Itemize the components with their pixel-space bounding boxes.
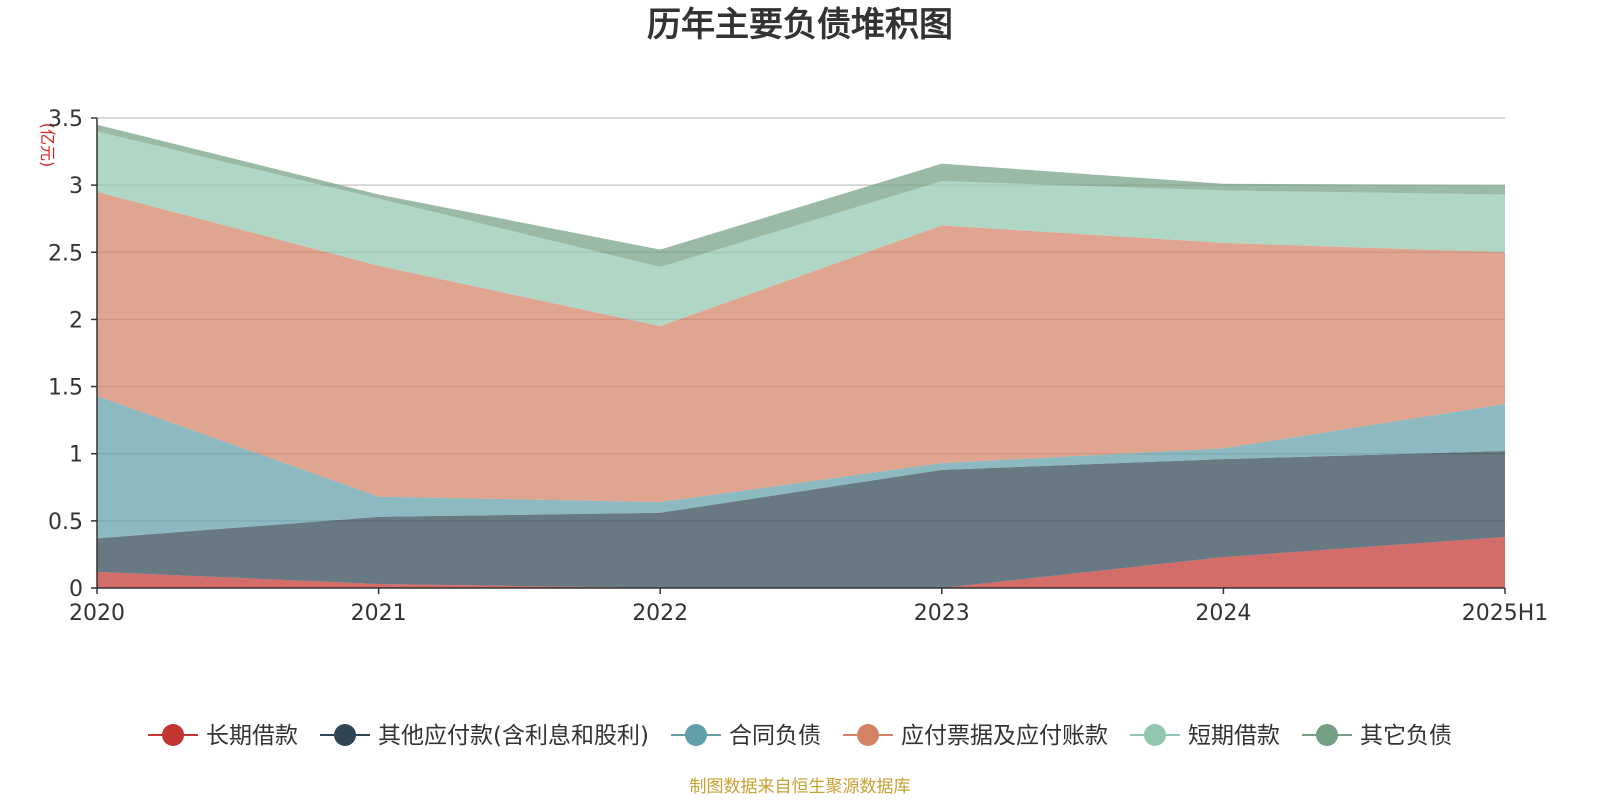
y-tick-label-3: 1.5 [48, 376, 83, 401]
area-series-2 [97, 451, 1505, 588]
y-tick-label-1: 0.5 [48, 510, 83, 535]
area-series-1 [97, 536, 1505, 588]
y-tick-label-0: 0 [69, 577, 83, 602]
x-tick-label-5: 2025H1 [1462, 601, 1549, 626]
legend-circle-icon [1143, 724, 1166, 746]
axes: 0 0.5 1 1.5 2 2.5 3 3.5 2020 2021 2022 2023 2024 2025… [48, 107, 1548, 626]
legend-label: 长期借款 [206, 723, 298, 749]
legend[interactable]: 长期借款 其他应付款(含利息和股利) 合同负债 应付票据及应付账款 短期借款 其它负债 [148, 723, 1452, 749]
legend-circle-icon [162, 724, 185, 746]
area-series-5 [97, 131, 1505, 327]
x-tick-label-3: 2023 [914, 601, 970, 626]
area-series-6 [97, 124, 1505, 268]
area-series-3 [97, 395, 1505, 539]
y-tick-label-4: 2 [69, 308, 83, 333]
legend-item-5[interactable]: 短期借款 [1129, 723, 1280, 749]
area-series-4 [97, 191, 1505, 503]
y-tick-label-5: 2.5 [48, 241, 83, 266]
legend-item-6[interactable]: 其它负债 [1301, 723, 1452, 749]
legend-circle-icon [684, 724, 707, 746]
y-tick-label-2: 1 [69, 443, 83, 468]
x-tick-label-0: 2020 [69, 601, 125, 626]
chart-title: 历年主要负债堆积图 [647, 5, 953, 45]
legend-label: 短期借款 [1188, 723, 1280, 749]
legend-label: 其他应付款(含利息和股利) [378, 723, 649, 749]
y-axis-unit-label: (亿元) [38, 123, 57, 168]
x-tick-label-1: 2021 [351, 601, 407, 626]
legend-item-2[interactable]: 其他应付款(含利息和股利) [320, 723, 649, 749]
legend-item-1[interactable]: 长期借款 [148, 723, 298, 749]
y-tick-label-7: 3.5 [48, 107, 83, 132]
legend-label: 合同负债 [729, 723, 821, 749]
legend-item-4[interactable]: 应付票据及应付账款 [842, 723, 1108, 749]
data-source-note: 制图数据来自恒生聚源数据库 [690, 777, 911, 797]
area-series [97, 124, 1505, 588]
legend-circle-icon [334, 724, 357, 746]
x-tick-label-2: 2022 [632, 601, 688, 626]
legend-circle-icon [1315, 724, 1338, 746]
legend-label: 其它负债 [1360, 723, 1452, 749]
legend-label: 应付票据及应付账款 [901, 723, 1108, 749]
legend-item-3[interactable]: 合同负债 [670, 723, 821, 749]
y-tick-label-6: 3 [69, 174, 83, 199]
legend-circle-icon [856, 724, 879, 746]
x-tick-label-4: 2024 [1195, 601, 1251, 626]
